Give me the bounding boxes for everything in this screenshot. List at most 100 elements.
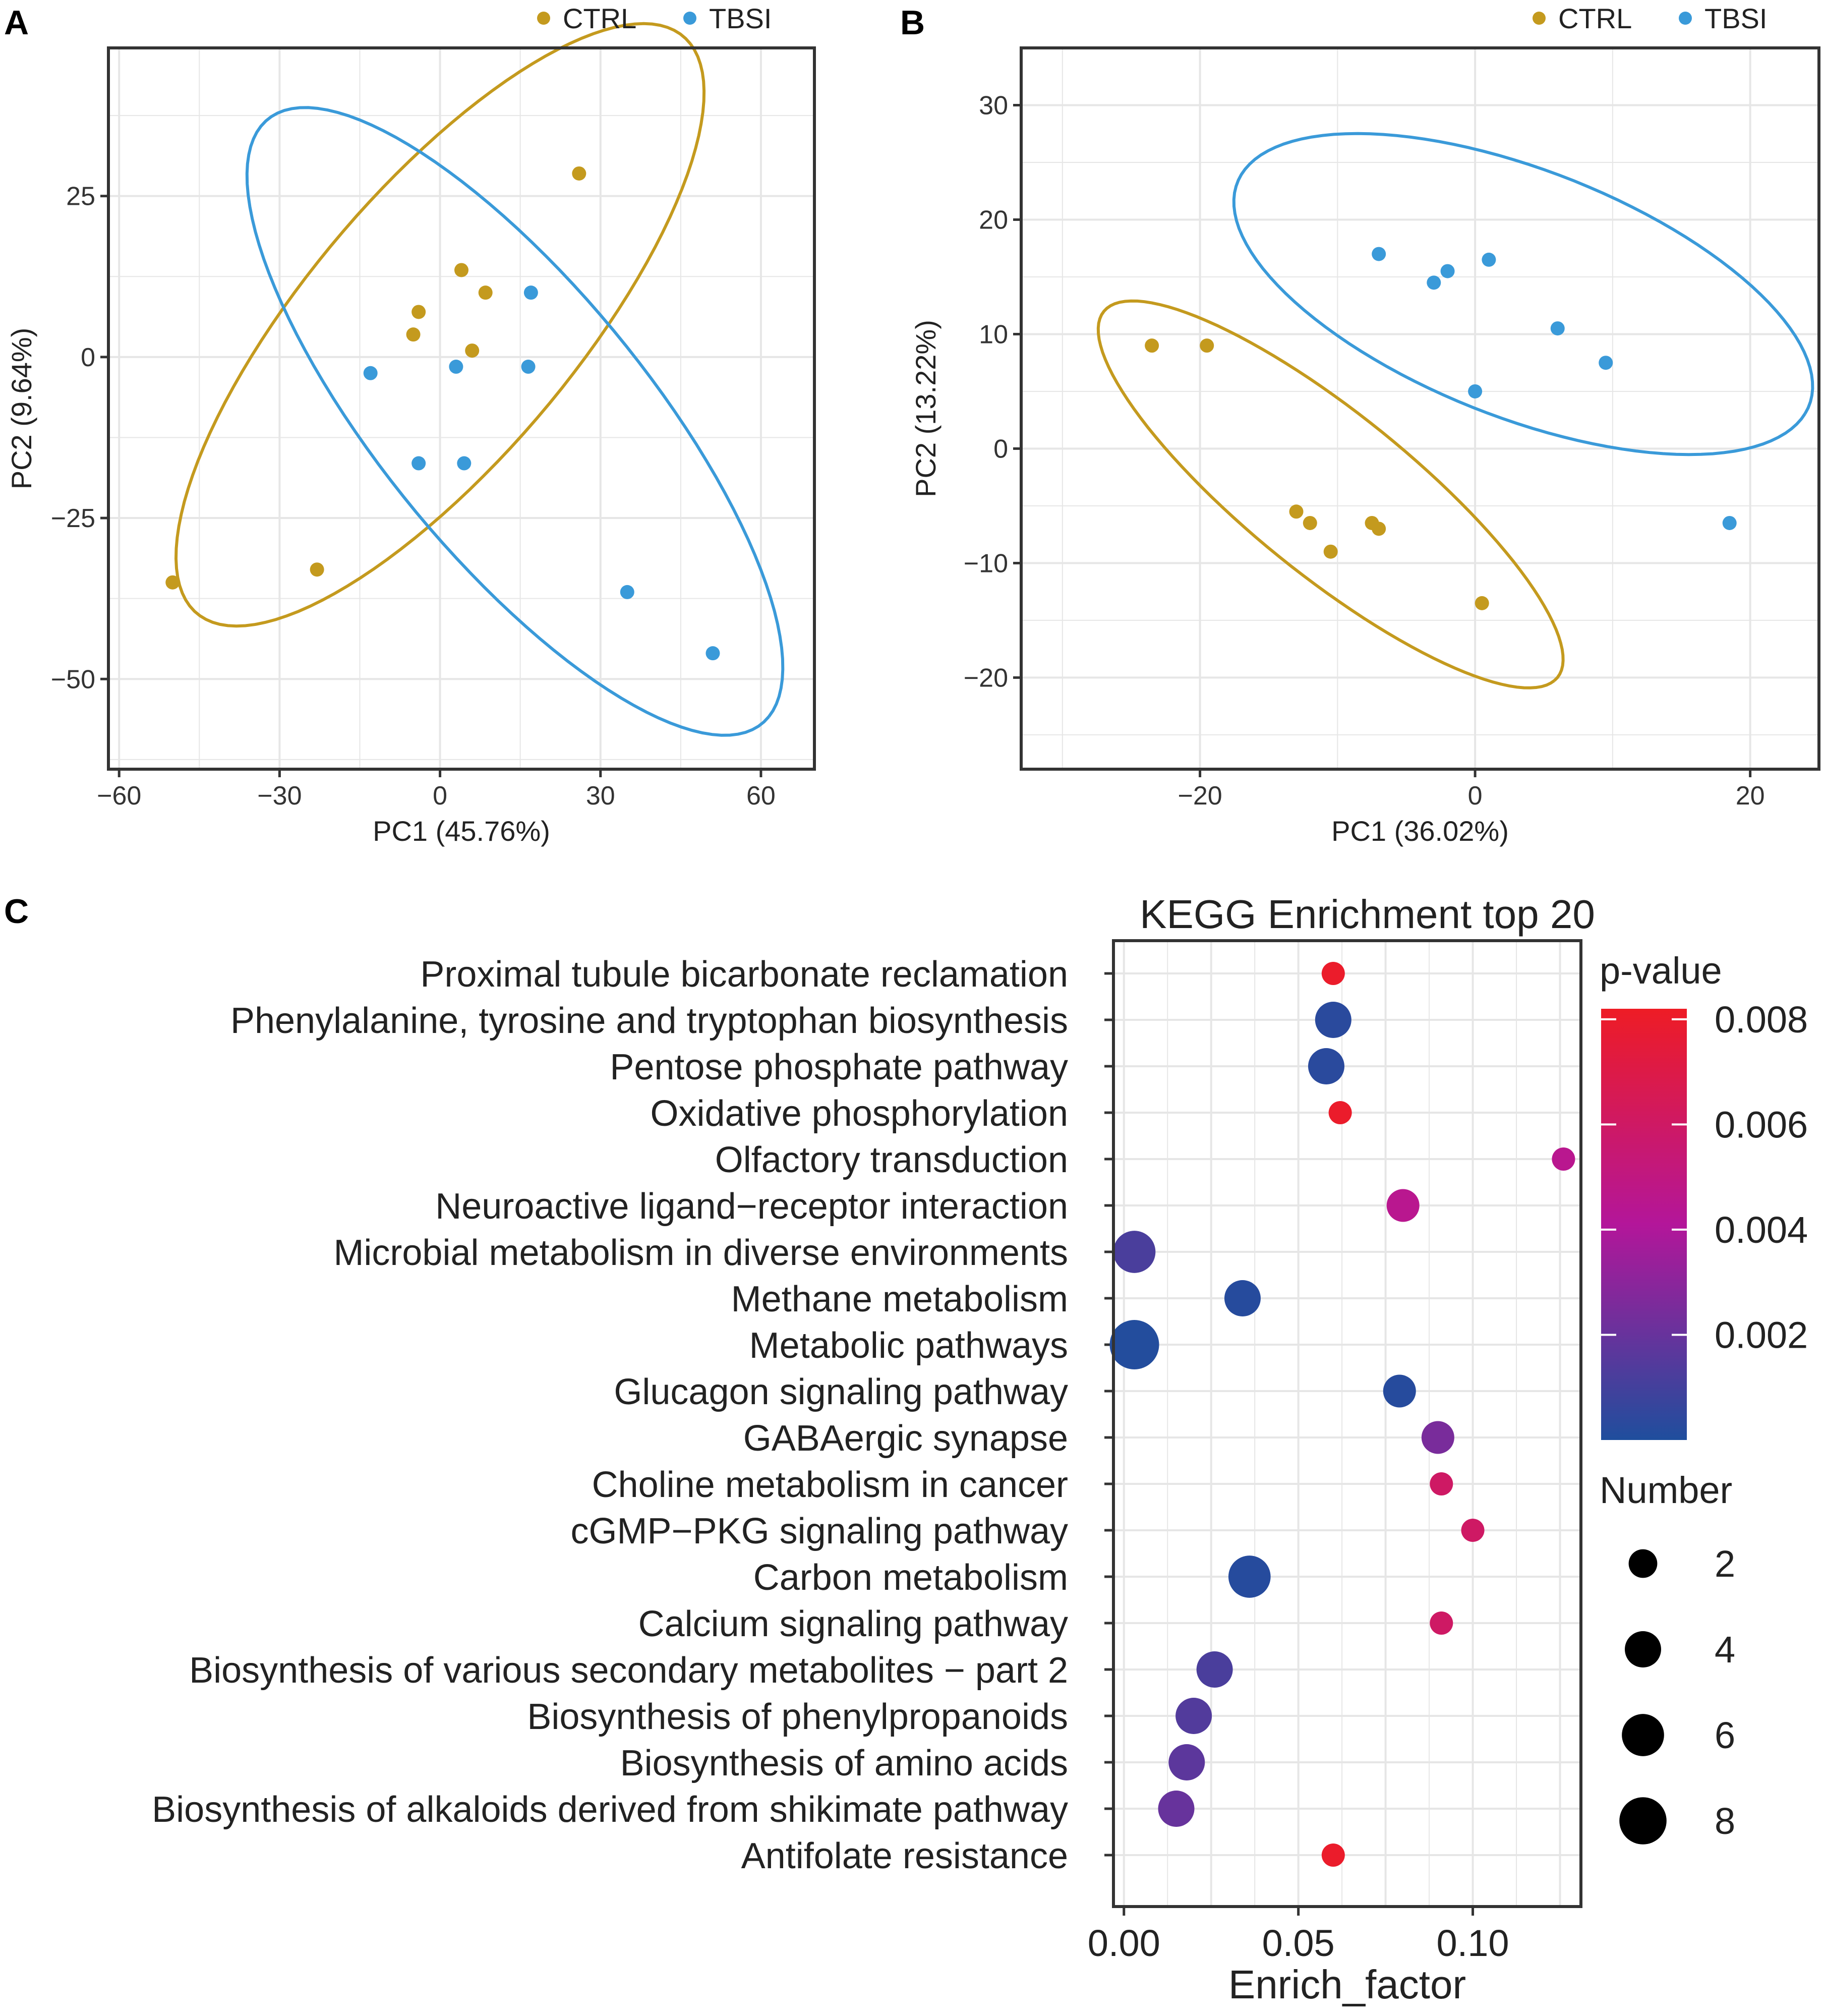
bubble: [1228, 1556, 1271, 1598]
pathway-label: Carbon metabolism: [753, 1558, 1068, 1598]
bubble: [1196, 1651, 1233, 1688]
pathway-label: Calcium signaling pathway: [638, 1604, 1068, 1644]
data-point-ctrl: [478, 285, 493, 300]
data-point-ctrl: [572, 166, 586, 181]
data-point-tbsi: [1482, 252, 1496, 267]
x-axis-title: Enrich_factor: [1228, 1962, 1466, 2007]
size-legend-circle: [1622, 1714, 1664, 1756]
color-legend-title: p-value: [1600, 950, 1722, 992]
data-point-ctrl: [1145, 338, 1159, 353]
x-axis-title: PC1 (36.02%): [1331, 815, 1509, 847]
legend-label-tbsi: TBSI: [1704, 3, 1767, 34]
pathway-label: Biosynthesis of various secondary metabo…: [189, 1650, 1068, 1691]
x-tick-label: −20: [1178, 781, 1222, 811]
y-tick-label: 30: [979, 91, 1008, 120]
data-point-ctrl: [310, 562, 324, 577]
bubble: [1175, 1698, 1212, 1734]
panel-letter-b: B: [900, 4, 925, 42]
size-legend-label: 2: [1715, 1543, 1735, 1585]
plot-frame: [1112, 939, 1582, 1908]
data-point-ctrl: [165, 575, 180, 590]
y-tick-label: −25: [51, 504, 95, 533]
pathway-label: Metabolic pathways: [749, 1326, 1068, 1366]
confidence-ellipse-tbsi: [245, 106, 785, 737]
confidence-ellipse-ctrl: [1096, 299, 1565, 689]
plot-area: [108, 48, 814, 769]
plot-area: [1021, 48, 1819, 769]
x-tick-label: 0: [1468, 781, 1483, 811]
y-tick-label: 10: [979, 320, 1008, 349]
pathway-label: GABAergic synapse: [743, 1418, 1068, 1459]
data-point-ctrl: [1303, 515, 1317, 530]
data-point-tbsi: [1427, 275, 1441, 290]
panel-letter-a: A: [4, 4, 29, 42]
y-tick-label: 0: [81, 343, 95, 372]
confidence-ellipse-tbsi: [1232, 132, 1814, 456]
pathway-label: Microbial metabolism in diverse environm…: [333, 1233, 1068, 1273]
bubble: [1224, 1280, 1261, 1316]
data-point-tbsi: [1599, 356, 1613, 370]
size-legend-circle: [1625, 1631, 1661, 1667]
legend-marker-tbsi: [683, 12, 696, 25]
y-tick-label: 0: [993, 434, 1008, 464]
panel-letter-c: C: [4, 892, 29, 931]
legend-marker-ctrl: [1533, 12, 1546, 25]
bubble: [1168, 1744, 1205, 1780]
plot-frame: [1020, 46, 1820, 771]
x-tick-label: 0.00: [1088, 1922, 1160, 1964]
pathway-label: Proximal tubule bicarbonate reclamation: [420, 954, 1068, 995]
data-point-tbsi: [1550, 321, 1565, 336]
color-bar-label: 0.008: [1715, 999, 1808, 1041]
color-bar-label: 0.006: [1715, 1104, 1808, 1145]
y-axis-title: PC2 (9.64%): [6, 328, 37, 490]
y-tick-label: −20: [964, 663, 1008, 693]
bubble: [1109, 1320, 1159, 1369]
bubble: [1461, 1519, 1485, 1542]
legend-label-tbsi: TBSI: [709, 3, 772, 34]
x-tick-label: 0: [433, 781, 447, 811]
pathway-label: Oxidative phosphorylation: [651, 1093, 1069, 1134]
x-tick-label: 20: [1736, 781, 1765, 811]
plot-frame: [107, 46, 816, 771]
pathway-label: Biosynthesis of amino acids: [620, 1743, 1068, 1783]
data-point-ctrl: [454, 263, 468, 277]
bubble: [1421, 1421, 1454, 1454]
pathway-label: Phenylalanine, tyrosine and tryptophan b…: [230, 1001, 1068, 1041]
data-point-tbsi: [457, 456, 472, 471]
chart-title: KEGG Enrichment top 20: [1140, 892, 1595, 937]
x-tick-label: −30: [257, 781, 302, 811]
data-point-ctrl: [1289, 504, 1304, 519]
data-point-tbsi: [523, 285, 538, 300]
bubble: [1321, 1844, 1345, 1867]
data-point-tbsi: [363, 366, 378, 380]
legend-marker-ctrl: [537, 12, 550, 25]
size-legend-label: 6: [1715, 1714, 1735, 1756]
bubble: [1386, 1189, 1420, 1222]
pathway-label: Antifolate resistance: [741, 1836, 1068, 1876]
data-point-tbsi: [1468, 384, 1483, 398]
x-tick-label: 30: [586, 781, 615, 811]
x-tick-label: 0.10: [1437, 1922, 1509, 1964]
bubble: [1158, 1791, 1195, 1827]
pathway-label: Choline metabolism in cancer: [592, 1465, 1068, 1505]
pathway-label: Glucagon signaling pathway: [614, 1372, 1068, 1412]
data-point-tbsi: [449, 360, 463, 374]
x-tick-label: −60: [97, 781, 141, 811]
bubble: [1430, 1611, 1453, 1635]
pathway-label: Neuroactive ligand−receptor interaction: [435, 1186, 1068, 1227]
bubble: [1328, 1101, 1352, 1124]
bubble: [1113, 1231, 1156, 1273]
x-tick-label: 0.05: [1262, 1922, 1335, 1964]
y-tick-label: 20: [979, 205, 1008, 235]
pathway-label: Methane metabolism: [731, 1279, 1068, 1319]
data-point-ctrl: [1323, 544, 1338, 559]
data-point-ctrl: [411, 305, 426, 319]
bubble: [1321, 962, 1345, 985]
y-tick-label: 25: [66, 182, 95, 211]
size-legend-circle: [1619, 1797, 1667, 1845]
size-legend-title: Number: [1600, 1469, 1732, 1511]
confidence-ellipse-ctrl: [174, 22, 706, 628]
data-point-ctrl: [1372, 522, 1386, 536]
bubble: [1308, 1048, 1344, 1084]
